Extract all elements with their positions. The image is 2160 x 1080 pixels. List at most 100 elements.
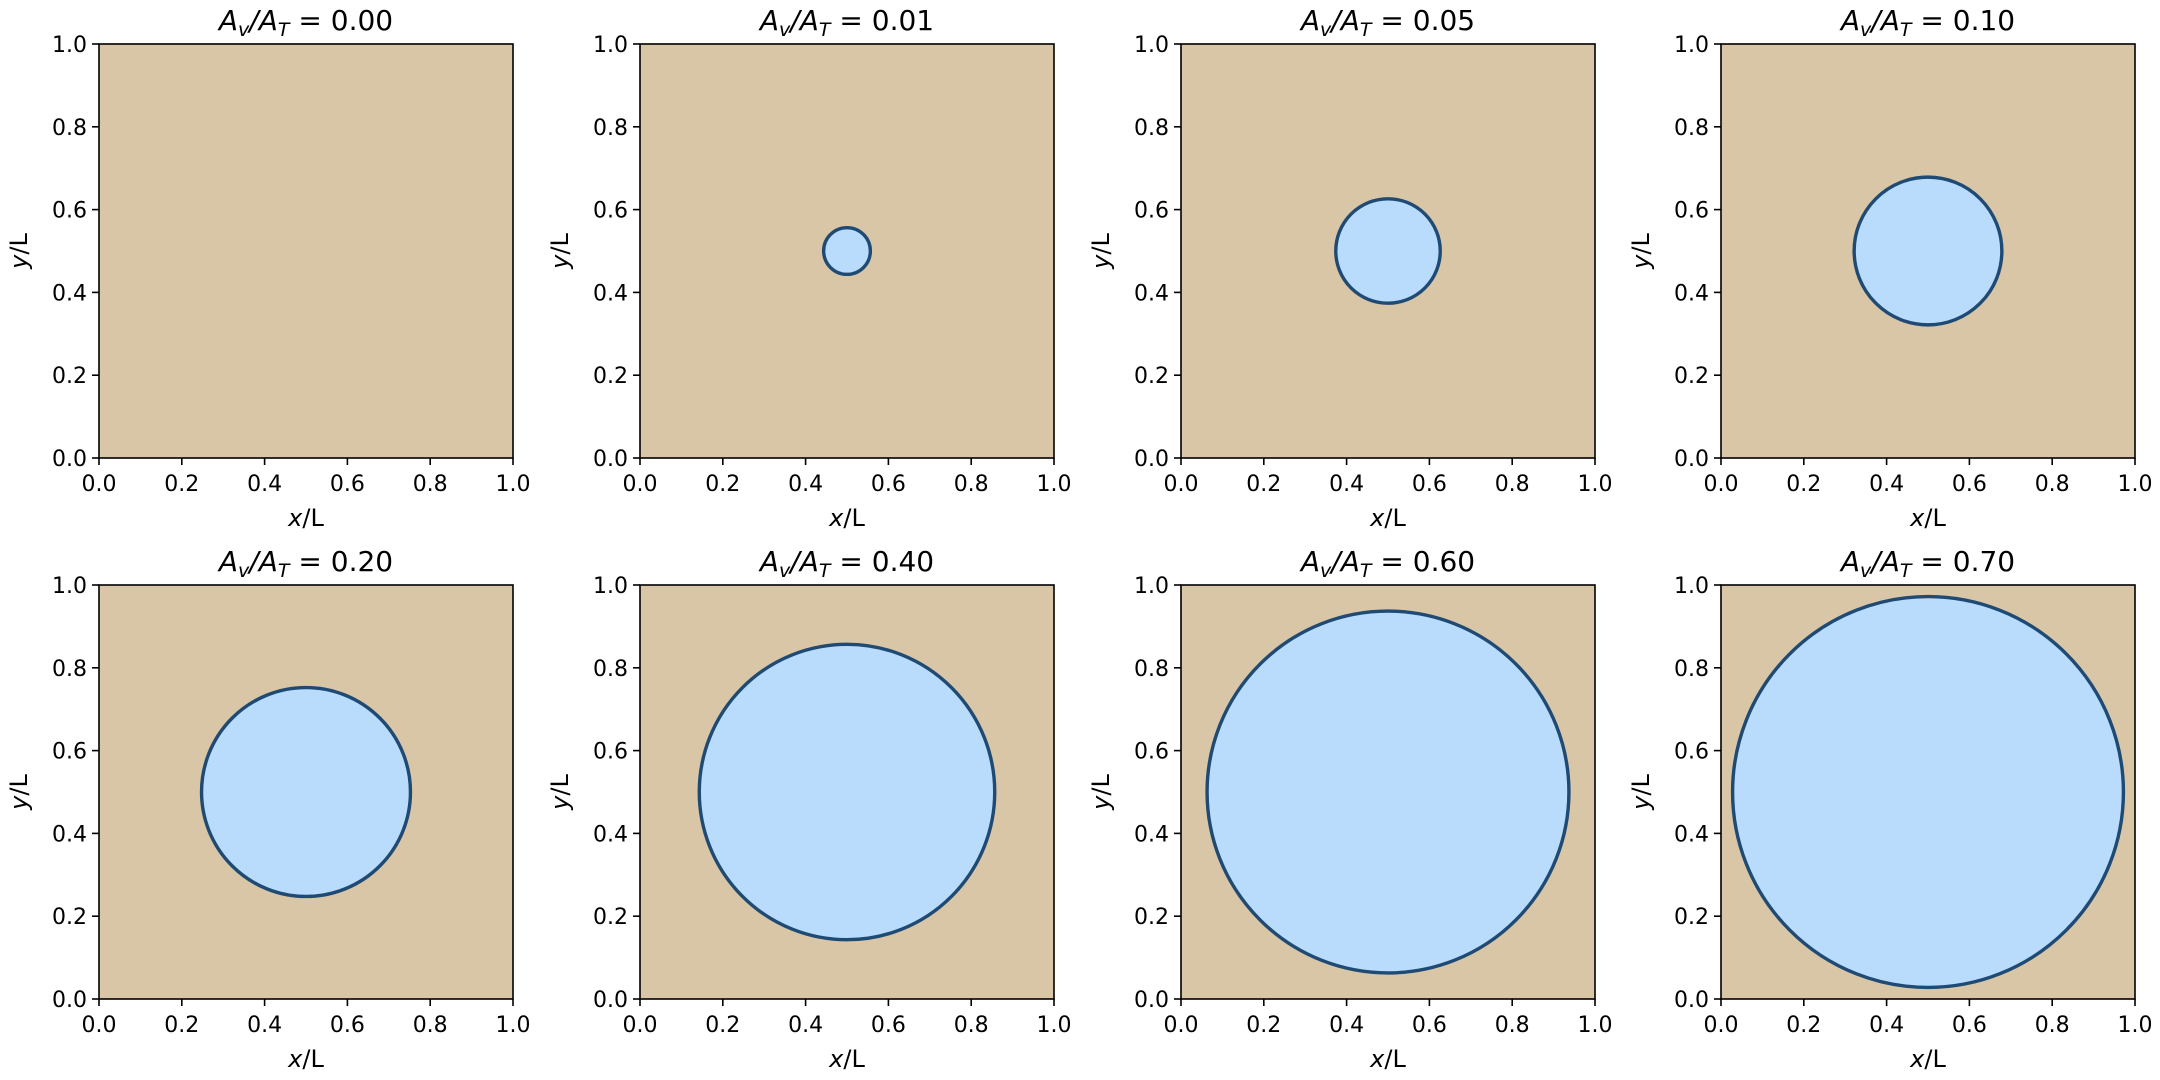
- x-axis-label-variable: x: [1369, 1045, 1385, 1073]
- y-tick-label: 1.0: [593, 574, 628, 599]
- y-tick-label: 0.4: [52, 281, 87, 306]
- void-circle: [1205, 609, 1571, 975]
- y-tick-label: 0.2: [52, 905, 87, 930]
- x-tick-label: 1.0: [496, 1013, 531, 1038]
- axes-frame: [1180, 43, 1596, 459]
- y-tick-label: 0.4: [52, 822, 87, 847]
- y-tick-label: 0.6: [1674, 740, 1709, 765]
- y-tick-label: 0.8: [1674, 657, 1709, 682]
- y-tick-label: 1.0: [52, 33, 87, 58]
- x-axis-label-variable: x: [828, 1045, 844, 1073]
- title-subscript: v: [238, 560, 250, 582]
- y-axis-label-suffix: /L: [546, 774, 574, 796]
- x-tick-label: 0.2: [1786, 1013, 1821, 1038]
- x-tick-label: 0.0: [1164, 1013, 1199, 1038]
- title-symbol: A: [217, 545, 238, 578]
- panel-8: 0.0 0.2 0.4 0.6 0.8 1.00.00.20.40.60.81.0x/Ly…: [1627, 545, 2153, 1073]
- y-tick-label: 0.2: [593, 364, 628, 389]
- axes-frame: [1720, 584, 2136, 1000]
- x-axis-label: x/L: [287, 1045, 324, 1073]
- panel-1: 0.0 0.2 0.4 0.6 0.8 1.00.00.20.40.60.81.0x/Ly…: [5, 4, 531, 532]
- y-axis-label: y/L: [1087, 774, 1115, 811]
- y-tick-label: 0.0: [52, 447, 87, 472]
- panel-title: Av/AT = 0.05: [1299, 4, 1475, 41]
- x-tick-label: 0.8: [1495, 1013, 1530, 1038]
- axes-frame: [1180, 584, 1596, 1000]
- y-tick-label: 1.0: [593, 33, 628, 58]
- x-tick-label: 0.4: [1869, 1013, 1904, 1038]
- title-symbol: /A: [787, 545, 819, 578]
- x-axis-label-suffix: /L: [1384, 504, 1406, 532]
- y-tick-label: 1.0: [1674, 574, 1709, 599]
- y-tick-label: 0.2: [1134, 364, 1169, 389]
- y-tick-label: 0.6: [52, 740, 87, 765]
- y-tick-label: 0.4: [1674, 281, 1709, 306]
- y-tick-label: 0.8: [52, 657, 87, 682]
- axes-frame: [639, 584, 1055, 1000]
- y-axis-label-variable: y: [5, 254, 33, 270]
- title-equals: =: [1372, 4, 1413, 37]
- x-tick-label: 0.6: [871, 472, 906, 497]
- title-symbol: A: [1839, 4, 1860, 37]
- title-subscript: v: [779, 560, 791, 582]
- y-axis-label-suffix: /L: [5, 774, 33, 796]
- y-tick-label: 0.2: [1674, 364, 1709, 389]
- y-tick-label: 0.2: [1674, 905, 1709, 930]
- domain-background: [99, 44, 513, 458]
- y-tick-label: 0.6: [593, 740, 628, 765]
- panel-title: Av/AT = 0.70: [1839, 545, 2015, 582]
- x-axis-label-variable: x: [1909, 504, 1925, 532]
- title-subscript: v: [1320, 560, 1332, 582]
- x-axis-label-suffix: /L: [302, 1045, 324, 1073]
- title-symbol: /A: [1868, 545, 1900, 578]
- x-tick-label: 0.8: [413, 1013, 448, 1038]
- title-subscript: T: [278, 19, 291, 41]
- title-subscript: T: [278, 560, 291, 582]
- x-axis-label-suffix: /L: [843, 504, 865, 532]
- panel-5: 0.0 0.2 0.4 0.6 0.8 1.00.00.20.40.60.81.0x/Ly…: [5, 545, 531, 1073]
- x-axis-label-suffix: /L: [843, 1045, 865, 1073]
- y-axis-label-variable: y: [546, 254, 574, 270]
- void-circle: [821, 225, 873, 277]
- x-tick-label: 1.0: [496, 472, 531, 497]
- void-circle: [697, 642, 997, 942]
- y-axis-label: y/L: [546, 774, 574, 811]
- y-tick-label: 0.8: [1134, 116, 1169, 141]
- title-symbol: A: [1839, 545, 1860, 578]
- x-axis-label: x/L: [1909, 1045, 1946, 1073]
- x-axis-label: x/L: [828, 504, 865, 532]
- y-tick-label: 1.0: [1674, 33, 1709, 58]
- x-tick-label: 0.4: [788, 1013, 823, 1038]
- x-tick-label: 0.8: [2035, 1013, 2070, 1038]
- y-tick-label: 0.8: [593, 116, 628, 141]
- y-axis-label-suffix: /L: [1087, 233, 1115, 255]
- x-tick-label: 0.6: [1412, 472, 1447, 497]
- title-symbol: /A: [1328, 545, 1360, 578]
- void-circle: [1852, 175, 2004, 327]
- axes-frame: [98, 43, 514, 459]
- title-subscript: v: [1320, 19, 1332, 41]
- y-tick-label: 0.6: [1674, 199, 1709, 224]
- title-equals: =: [1912, 545, 1953, 578]
- x-tick-label: 0.0: [1704, 472, 1739, 497]
- title-subscript: v: [238, 19, 250, 41]
- title-value: 0.05: [1413, 4, 1475, 37]
- y-tick-label: 1.0: [1134, 574, 1169, 599]
- x-tick-label: 0.2: [164, 1013, 199, 1038]
- panel-title: Av/AT = 0.00: [217, 4, 393, 41]
- title-symbol: /A: [246, 545, 278, 578]
- panel-title: Av/AT = 0.60: [1299, 545, 1475, 582]
- title-subscript: T: [1900, 19, 1913, 41]
- x-axis-label-suffix: /L: [1924, 504, 1946, 532]
- y-tick-label: 0.4: [1134, 281, 1169, 306]
- axes-frame: [98, 584, 514, 1000]
- y-axis-label-variable: y: [546, 795, 574, 811]
- x-tick-label: 0.6: [330, 472, 365, 497]
- x-axis-label-suffix: /L: [1924, 1045, 1946, 1073]
- title-equals: =: [831, 545, 872, 578]
- title-subscript: T: [1360, 19, 1373, 41]
- panel-3: 0.0 0.2 0.4 0.6 0.8 1.00.00.20.40.60.81.0x/Ly…: [1087, 4, 1613, 532]
- x-tick-label: 0.6: [1952, 472, 1987, 497]
- y-tick-label: 0.2: [593, 905, 628, 930]
- x-axis-label: x/L: [828, 1045, 865, 1073]
